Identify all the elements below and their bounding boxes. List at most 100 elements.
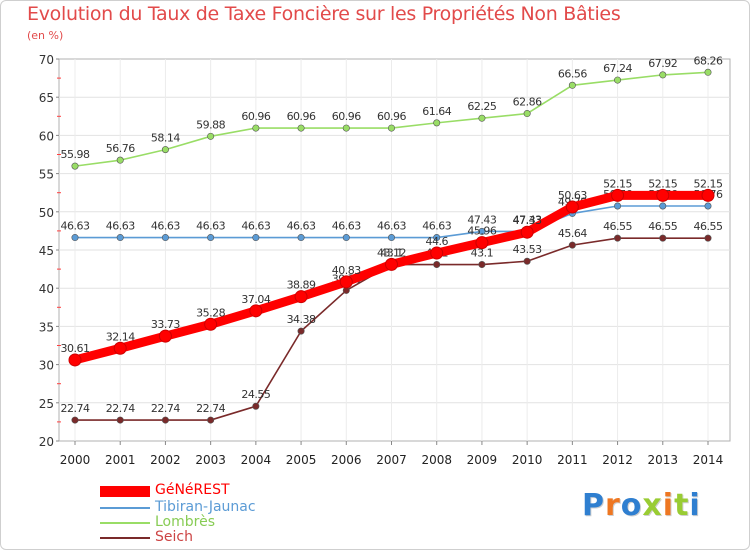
data-label-2: 67.92 xyxy=(648,57,677,70)
logo-letter: i xyxy=(689,488,701,523)
y-tick-label: 60 xyxy=(39,129,54,143)
series-point-0 xyxy=(430,246,444,260)
series-point-0 xyxy=(158,329,172,343)
data-label-3: 46.55 xyxy=(603,220,632,233)
series-point-3 xyxy=(433,261,441,269)
data-label-2: 56.76 xyxy=(106,142,135,155)
series-point-1 xyxy=(478,227,486,235)
data-label-2: 68.26 xyxy=(694,54,723,67)
logo-letter: P xyxy=(582,488,605,523)
legend-label-lombres: Lombrès xyxy=(155,514,215,530)
series-point-1 xyxy=(297,234,305,242)
data-label-2: 55.98 xyxy=(61,148,90,161)
y-tick-label: 40 xyxy=(39,282,54,296)
data-label-0: 52.15 xyxy=(694,177,723,190)
data-label-0: 45.96 xyxy=(467,225,496,238)
data-label-1: 46.63 xyxy=(422,220,451,233)
data-label-1: 46.63 xyxy=(241,220,270,233)
x-tick-label: 2013 xyxy=(648,453,679,467)
data-label-2: 60.96 xyxy=(287,110,316,123)
x-tick-label: 2006 xyxy=(331,453,362,467)
series-point-3 xyxy=(161,416,169,424)
data-label-0: 44.6 xyxy=(425,235,448,248)
y-axis-unit-label: (en %) xyxy=(27,29,64,42)
logo-letter: t xyxy=(674,488,690,523)
data-label-0: 40.83 xyxy=(332,264,361,277)
series-point-0 xyxy=(611,188,625,202)
series-point-2 xyxy=(568,81,576,89)
data-label-3: 43.1 xyxy=(380,247,403,260)
x-tick-label: 2008 xyxy=(421,453,452,467)
data-label-2: 60.96 xyxy=(241,110,270,123)
logo-letter: r xyxy=(605,488,621,523)
data-label-3: 22.74 xyxy=(196,402,225,415)
series-point-0 xyxy=(294,290,308,304)
series-point-3 xyxy=(478,261,486,269)
legend-swatch-lombres xyxy=(100,522,150,524)
proxiti-logo: Proxiti xyxy=(582,488,701,523)
x-tick-label: 2002 xyxy=(150,453,181,467)
data-label-1: 46.63 xyxy=(61,220,90,233)
legend-label-seich: Seich xyxy=(155,529,193,545)
x-tick-label: 2004 xyxy=(241,453,272,467)
series-point-2 xyxy=(71,162,79,170)
series-point-1 xyxy=(71,234,79,242)
series-point-1 xyxy=(433,234,441,242)
data-label-1: 47.43 xyxy=(467,213,496,226)
y-tick-label: 70 xyxy=(39,53,54,67)
data-label-3: 22.74 xyxy=(61,402,90,415)
data-label-0: 30.61 xyxy=(61,342,90,355)
y-tick-label: 30 xyxy=(39,359,54,373)
x-tick-label: 2005 xyxy=(286,453,317,467)
x-tick-label: 2011 xyxy=(557,453,588,467)
data-label-2: 59.88 xyxy=(196,118,225,131)
data-label-3: 46.55 xyxy=(648,220,677,233)
series-point-3 xyxy=(659,234,667,242)
data-label-0: 52.15 xyxy=(648,177,677,190)
data-label-0: 52.15 xyxy=(603,177,632,190)
x-tick-label: 2007 xyxy=(376,453,407,467)
logo-letter: o xyxy=(620,488,643,523)
series-point-2 xyxy=(478,114,486,122)
series-point-3 xyxy=(252,402,260,410)
data-label-0: 43.12 xyxy=(377,246,406,259)
series-point-3 xyxy=(704,234,712,242)
series-point-2 xyxy=(297,124,305,132)
data-label-1: 46.63 xyxy=(332,220,361,233)
y-tick-label: 65 xyxy=(39,91,54,105)
data-label-2: 61.64 xyxy=(422,105,451,118)
series-point-1 xyxy=(116,234,124,242)
x-tick-label: 2010 xyxy=(512,453,543,467)
data-label-2: 62.86 xyxy=(513,96,542,109)
series-point-0 xyxy=(249,304,263,318)
legend-label-generest: GéNéREST xyxy=(155,482,230,498)
series-point-0 xyxy=(339,275,353,289)
data-label-1: 46.63 xyxy=(377,220,406,233)
series-point-1 xyxy=(704,202,712,210)
series-point-2 xyxy=(161,146,169,154)
legend-label-tibiran-jaunac: Tibiran-Jaunac xyxy=(155,499,256,515)
x-tick-label: 2003 xyxy=(195,453,226,467)
series-point-1 xyxy=(161,234,169,242)
data-label-0: 47.33 xyxy=(513,214,542,227)
data-label-3: 24.55 xyxy=(241,388,270,401)
y-tick-label: 55 xyxy=(39,168,54,182)
y-tick-label: 35 xyxy=(39,320,54,334)
y-tick-label: 50 xyxy=(39,206,54,220)
data-label-2: 58.14 xyxy=(151,132,180,145)
chart-title: Evolution du Taux de Taxe Foncière sur l… xyxy=(27,3,621,25)
series-point-2 xyxy=(614,76,622,84)
logo-letter: x xyxy=(642,488,663,523)
data-label-0: 32.14 xyxy=(106,330,135,343)
series-point-3 xyxy=(614,234,622,242)
series-point-2 xyxy=(704,68,712,76)
data-label-3: 43.53 xyxy=(513,243,542,256)
data-label-2: 60.96 xyxy=(377,110,406,123)
series-point-2 xyxy=(342,124,350,132)
data-label-2: 66.56 xyxy=(558,67,587,80)
series-point-2 xyxy=(659,71,667,79)
y-tick-label: 45 xyxy=(39,244,54,258)
data-label-1: 46.63 xyxy=(151,220,180,233)
series-point-3 xyxy=(297,327,305,335)
x-tick-label: 2012 xyxy=(602,453,633,467)
